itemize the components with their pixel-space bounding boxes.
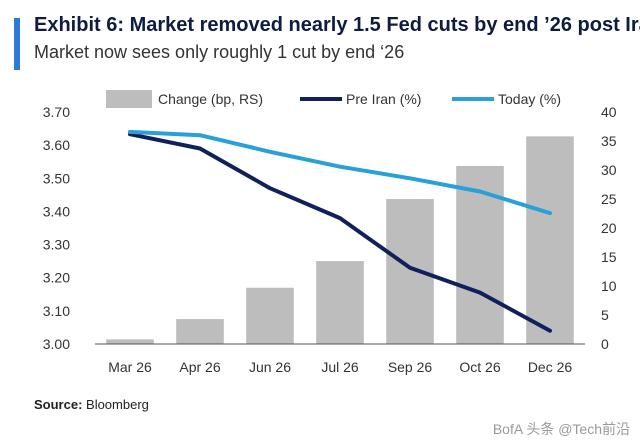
legend-swatch-change (106, 90, 152, 108)
left-axis-tick-label: 3.20 (43, 270, 70, 286)
legend-label-pre-iran: Pre Iran (%) (346, 91, 421, 107)
bar-change-bp (246, 287, 294, 344)
right-axis-tick-label: 20 (601, 220, 617, 236)
right-axis-tick-label: 25 (601, 191, 617, 207)
source-value: Bloomberg (82, 397, 149, 412)
x-axis-category-label: Sep 26 (388, 359, 433, 375)
line-today (128, 129, 552, 216)
right-axis-tick-label: 0 (601, 336, 609, 352)
left-axis-tick-label: 3.10 (43, 303, 70, 319)
left-axis-tick-label: 3.50 (43, 170, 70, 186)
right-axis-tick-label: 15 (601, 249, 617, 265)
left-axis-tick-label: 3.60 (43, 137, 70, 153)
title-accent-bar (14, 18, 20, 70)
source-label: Source: (34, 397, 83, 412)
right-axis-tick-label: 40 (601, 104, 617, 120)
source-note: Source: Bloomberg (34, 397, 149, 412)
right-axis-tick-label: 5 (601, 307, 609, 323)
chart-area: 3.00 3.10 3.20 3.30 3.40 3.50 3.60 3.70 0 5 10 15 20… (43, 90, 617, 375)
x-axis-category-label: Oct 26 (459, 359, 500, 375)
right-axis-tick-label: 30 (601, 162, 617, 178)
left-axis-tick-label: 3.70 (43, 104, 70, 120)
legend-label-change: Change (bp, RS) (158, 91, 263, 107)
bar-change-bp (386, 199, 434, 344)
x-axis-category-label: Apr 26 (179, 359, 220, 375)
bar-change-bp (176, 319, 224, 344)
x-axis-category-label: Dec 26 (528, 359, 573, 375)
right-axis-tick-label: 35 (601, 133, 617, 149)
x-axis-category-label: Jul 26 (321, 359, 359, 375)
bar-change-bp (316, 261, 364, 344)
chart-subtitle: Market now sees only roughly 1 cut by en… (34, 42, 405, 62)
left-axis-tick-label: 3.00 (43, 336, 70, 352)
bar-change-bp (106, 339, 154, 344)
left-axis-tick-label: 3.30 (43, 237, 70, 253)
left-axis-tick-label: 3.40 (43, 203, 70, 219)
line-pre-iran (128, 132, 552, 333)
watermark: BofA 头条 @Tech前沿 (492, 421, 630, 437)
legend-label-today: Today (%) (498, 91, 561, 107)
x-axis-category-label: Jun 26 (249, 359, 291, 375)
chart-title: Exhibit 6: Market removed nearly 1.5 Fed… (34, 14, 640, 36)
bar-change-bp (526, 136, 574, 344)
x-axis-category-label: Mar 26 (108, 359, 152, 375)
right-axis-tick-label: 10 (601, 278, 617, 294)
